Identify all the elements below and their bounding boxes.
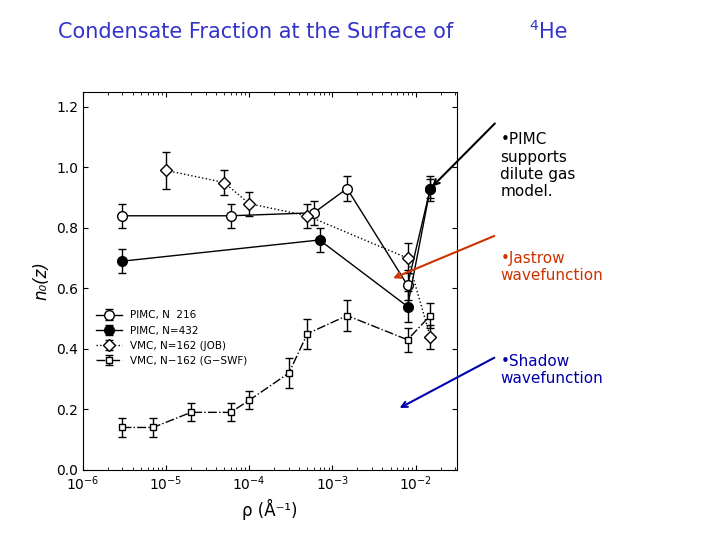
Y-axis label: n₀(z): n₀(z) xyxy=(32,261,50,300)
X-axis label: ρ (Å⁻¹): ρ (Å⁻¹) xyxy=(242,499,298,520)
Text: •Jastrow
wavefunction: •Jastrow wavefunction xyxy=(500,251,603,284)
Legend: PIMC, N  216, PIMC, N=432, VMC, N=162 (JOB), VMC, N−162 (G−SWF): PIMC, N 216, PIMC, N=432, VMC, N=162 (JO… xyxy=(91,306,252,370)
Text: •PIMC
supports
dilute gas
model.: •PIMC supports dilute gas model. xyxy=(500,132,576,199)
Text: 4: 4 xyxy=(529,19,538,33)
Text: •Shadow
wavefunction: •Shadow wavefunction xyxy=(500,354,603,386)
Text: He: He xyxy=(539,22,567,42)
Text: Condensate Fraction at the Surface of: Condensate Fraction at the Surface of xyxy=(58,22,459,42)
